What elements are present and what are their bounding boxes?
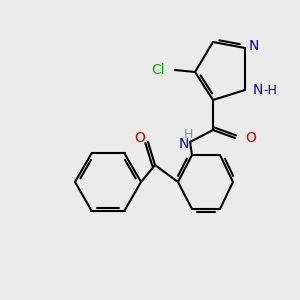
Text: O: O bbox=[245, 131, 256, 145]
Text: H: H bbox=[183, 128, 193, 140]
Text: N: N bbox=[249, 39, 260, 53]
Text: Cl: Cl bbox=[152, 63, 165, 77]
Text: N: N bbox=[253, 83, 263, 97]
Text: -H: -H bbox=[263, 83, 277, 97]
Text: N: N bbox=[179, 137, 189, 151]
Text: O: O bbox=[135, 131, 146, 145]
